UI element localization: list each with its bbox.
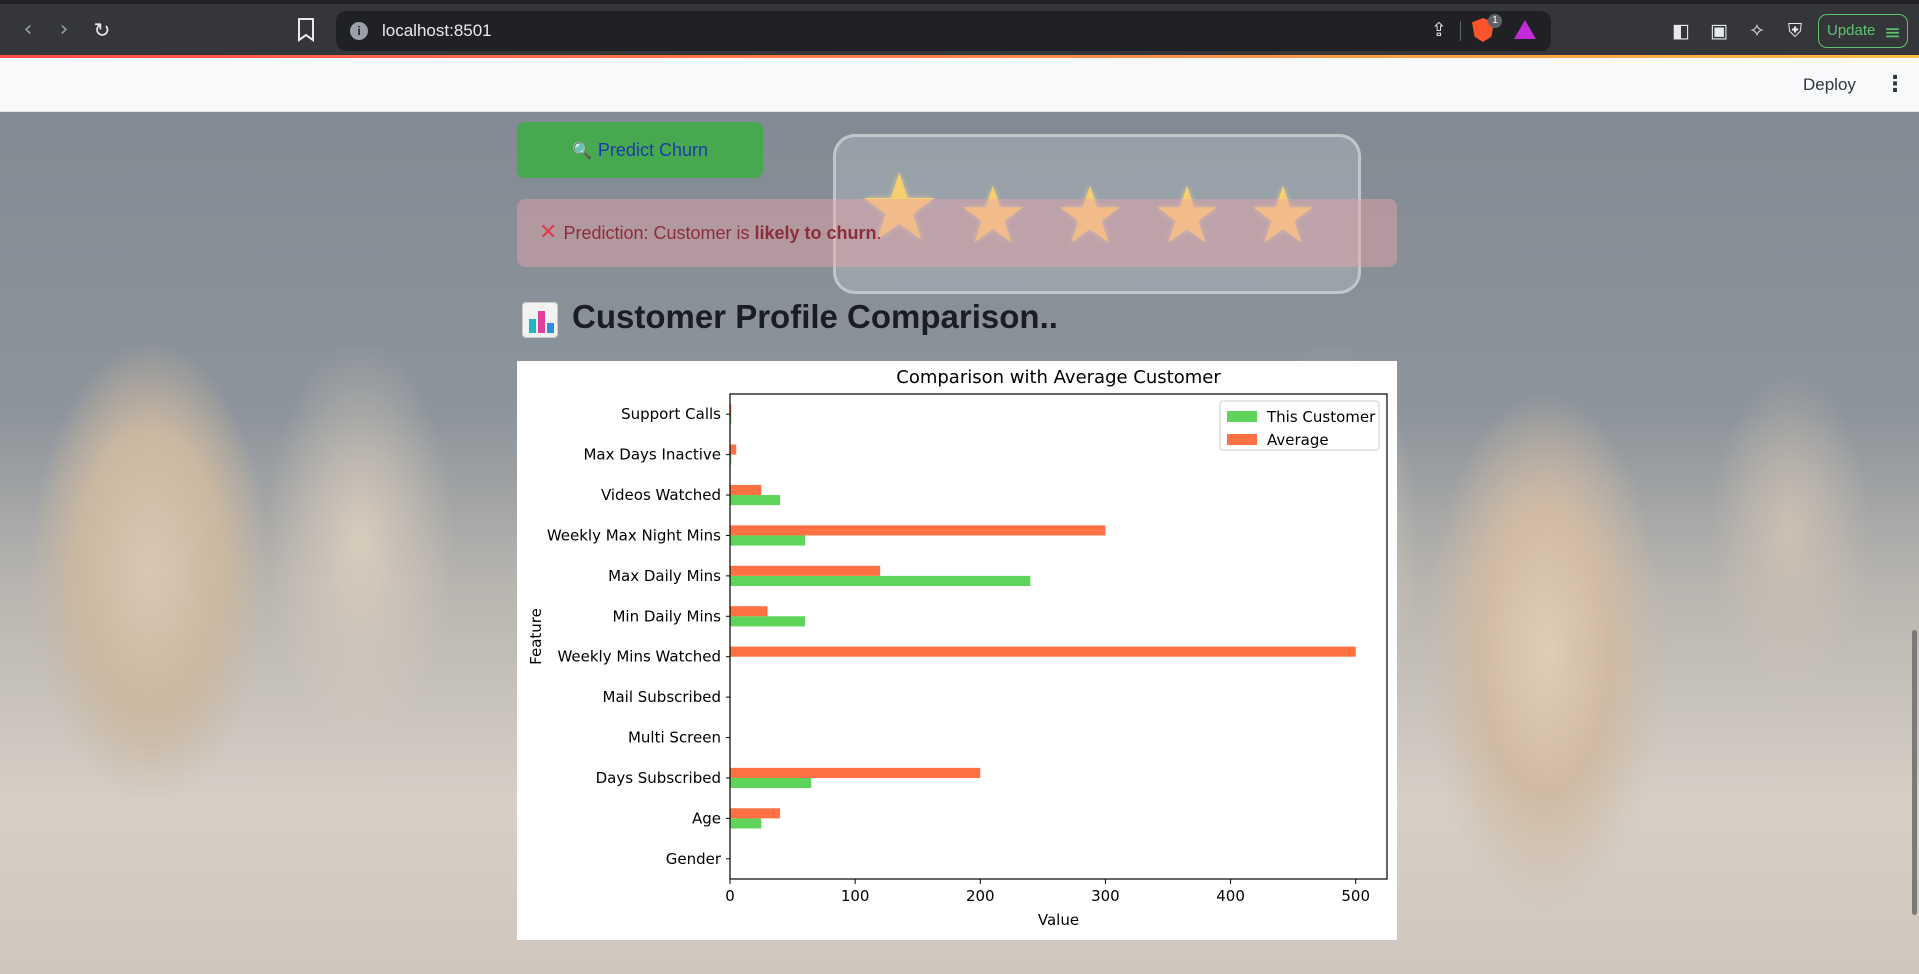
x-tick-label: 400 [1216,887,1245,905]
bar-average [730,646,1356,657]
bar-average [730,767,981,778]
bar-this-customer [730,495,781,506]
bookmark-icon[interactable] [296,17,316,43]
section-title: Customer Profile Comparison.. [572,298,1058,335]
app-header: Deploy ⋮ [0,58,1919,112]
bar-average [730,525,1106,536]
bar-average [730,808,781,819]
magnifier-icon: 🔍 [572,141,592,160]
alert-emphasis: likely to churn [754,223,877,243]
bar-this-customer [730,575,1031,586]
star-icon: ★ [958,171,1028,261]
cross-mark-icon: ✕ [539,220,558,245]
bar-this-customer [730,616,806,627]
bar-average [730,484,762,496]
y-tick-label: Multi Screen [628,729,721,747]
x-axis-label: Value [1038,911,1079,929]
rewards-icon[interactable] [1514,20,1536,39]
deploy-button[interactable]: Deploy [1803,75,1856,94]
y-tick-label: Min Daily Mins [612,607,721,625]
legend-label: Average [1267,431,1329,449]
bar-chart-icon [522,302,558,338]
y-tick-label: Support Calls [621,405,721,423]
bar-this-customer [730,777,812,789]
site-info-icon[interactable]: i [350,22,368,40]
loading-bar [0,55,1919,58]
bar-average [730,404,732,415]
leo-ai-icon[interactable]: ✧ [1749,20,1765,42]
page-scrollbar[interactable] [1912,630,1917,915]
sidebar-icon[interactable]: ◧ [1672,20,1690,42]
more-options-icon[interactable]: ⋮ [1884,72,1906,97]
menu-icon: ≡ [1884,20,1901,44]
share-icon[interactable]: ⇪ [1431,19,1447,41]
bar-this-customer [730,454,732,465]
y-tick-label: Max Daily Mins [608,567,721,585]
legend-box [1219,400,1380,451]
predict-churn-button[interactable]: 🔍 Predict Churn [517,122,763,178]
predict-button-label: Predict Churn [597,140,708,160]
x-tick-label: 0 [725,887,735,905]
bar-this-customer [730,818,762,829]
reload-icon[interactable]: ↻ [93,18,111,42]
back-icon[interactable]: ‹ [23,17,33,42]
legend-swatch [1227,434,1257,445]
prediction-alert: ✕ Prediction: Customer is likely to churn… [517,199,1397,267]
update-label: Update [1827,22,1876,39]
x-tick-label: 300 [1091,887,1120,905]
y-axis-label: Feature [527,608,545,665]
legend-swatch [1227,411,1257,422]
y-tick-label: Age [692,809,721,827]
chart-title: Comparison with Average Customer [896,367,1221,388]
x-tick-label: 200 [966,887,995,905]
star-icon: ★ [1055,171,1125,261]
y-tick-label: Videos Watched [601,486,721,504]
wallet-icon[interactable]: ▣ [1710,20,1728,42]
star-icon: ★ [1248,171,1318,261]
y-tick-label: Days Subscribed [596,769,721,787]
bar-chart-svg: Gender Age Days Subscribed Multi Screen Mail… [527,367,1388,929]
bar-this-customer [730,535,806,546]
address-bar[interactable]: i localhost:8501 ⇪ 1 [336,11,1551,51]
update-button[interactable]: Update ≡ [1818,14,1908,48]
alert-prefix: Prediction: Customer is [563,223,755,243]
y-tick-label: Weekly Max Night Mins [547,526,721,544]
rating-bubble [833,134,1361,294]
y-tick-label: Weekly Mins Watched [557,648,721,666]
star-icon: ★ [858,154,941,261]
divider [1460,21,1461,41]
y-tick-label: Max Days Inactive [583,446,721,464]
url-text: localhost:8501 [382,21,492,40]
y-tick-label: Mail Subscribed [603,688,721,706]
bar-average [730,444,737,455]
brave-badge: 1 [1488,14,1502,28]
bar-average [730,565,881,576]
legend-label: This Customer [1266,408,1376,426]
x-tick-label: 500 [1341,887,1370,905]
y-tick-label: Gender [666,850,722,868]
star-icon: ★ [1152,171,1222,261]
comparison-chart: Gender Age Days Subscribed Multi Screen Mail… [517,361,1397,940]
browser-toolbar: ‹ › ↻ i localhost:8501 ⇪ 1 ◧ ▣ ✧ ⛨ Updat… [0,0,1919,55]
forward-icon[interactable]: › [59,17,69,42]
bar-this-customer [730,414,732,425]
vpn-icon[interactable]: ⛨ [1787,20,1803,42]
x-tick-label: 100 [841,887,870,905]
bar-average [730,606,768,617]
plot-frame [729,393,1388,880]
alert-suffix: . [876,223,882,243]
